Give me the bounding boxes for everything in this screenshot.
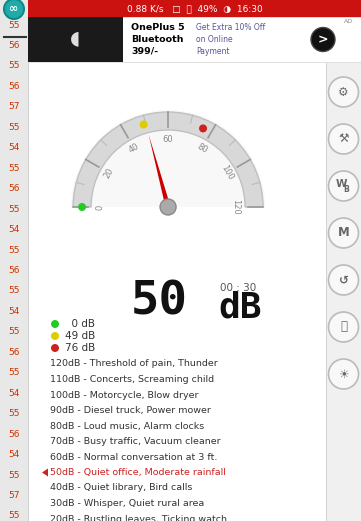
Circle shape (329, 312, 358, 342)
Text: 90dB - Diesel truck, Power mower: 90dB - Diesel truck, Power mower (50, 406, 211, 415)
Text: 80: 80 (195, 142, 209, 155)
Text: 60dB - Normal conversation at 3 ft.: 60dB - Normal conversation at 3 ft. (50, 453, 217, 462)
FancyBboxPatch shape (28, 0, 361, 17)
Text: 40: 40 (127, 142, 141, 155)
Text: 00 : 30: 00 : 30 (220, 283, 256, 293)
Text: 54: 54 (8, 143, 20, 152)
Text: 50: 50 (131, 279, 188, 325)
Text: 55: 55 (8, 470, 20, 480)
Text: 56: 56 (8, 348, 20, 357)
FancyBboxPatch shape (326, 62, 361, 521)
Text: 40dB - Quiet library, Bird calls: 40dB - Quiet library, Bird calls (50, 483, 192, 492)
Text: ⚙: ⚙ (338, 85, 349, 98)
Circle shape (51, 332, 59, 340)
Text: 20: 20 (103, 166, 116, 180)
Text: 55: 55 (8, 20, 20, 30)
Text: ☀: ☀ (338, 367, 349, 380)
Text: 0.88 K/s   □  ⏰  49%  ◑  16:30: 0.88 K/s □ ⏰ 49% ◑ 16:30 (127, 4, 262, 13)
Circle shape (160, 199, 176, 215)
Circle shape (51, 344, 59, 352)
FancyBboxPatch shape (28, 17, 361, 62)
Circle shape (311, 28, 335, 52)
Text: B: B (344, 184, 349, 193)
Text: W: W (336, 179, 347, 189)
Text: ◖: ◖ (70, 28, 81, 47)
FancyBboxPatch shape (28, 17, 123, 62)
Wedge shape (73, 112, 263, 207)
Text: 55: 55 (8, 61, 20, 70)
Circle shape (78, 203, 86, 211)
Text: 76 dB: 76 dB (65, 343, 95, 353)
Text: ⏸: ⏸ (340, 320, 347, 333)
Text: 399/-: 399/- (131, 46, 158, 56)
FancyBboxPatch shape (0, 0, 28, 521)
FancyBboxPatch shape (28, 62, 326, 521)
Text: 55: 55 (8, 327, 20, 337)
Text: 20dB - Rustling leaves, Ticking watch: 20dB - Rustling leaves, Ticking watch (50, 515, 227, 521)
Text: 56: 56 (8, 430, 20, 439)
Text: 55: 55 (8, 123, 20, 132)
Text: 50dB - Quiet office, Moderate rainfall: 50dB - Quiet office, Moderate rainfall (50, 468, 226, 477)
Text: ∞: ∞ (9, 4, 19, 14)
Circle shape (329, 218, 358, 248)
Text: ↺: ↺ (339, 274, 348, 287)
Text: 54: 54 (8, 389, 20, 398)
Text: 54: 54 (8, 225, 20, 234)
Text: 57: 57 (8, 102, 20, 111)
Text: 55: 55 (8, 368, 20, 377)
Text: 56: 56 (8, 82, 20, 91)
Polygon shape (42, 468, 48, 477)
Text: 56: 56 (8, 41, 20, 50)
Text: 120: 120 (231, 199, 240, 215)
Polygon shape (149, 134, 170, 208)
Text: 55: 55 (8, 164, 20, 172)
Text: 55: 55 (8, 205, 20, 214)
Text: 30dB - Whisper, Quiet rural area: 30dB - Whisper, Quiet rural area (50, 499, 204, 508)
Text: 56: 56 (8, 266, 20, 275)
Text: 60: 60 (163, 134, 173, 143)
Text: 120dB - Threshold of pain, Thunder: 120dB - Threshold of pain, Thunder (50, 359, 218, 368)
Circle shape (329, 77, 358, 107)
Circle shape (329, 359, 358, 389)
Text: 57: 57 (8, 491, 20, 500)
Text: 56: 56 (8, 184, 20, 193)
Wedge shape (71, 110, 265, 207)
Text: 110dB - Concerts, Screaming child: 110dB - Concerts, Screaming child (50, 375, 214, 384)
Circle shape (4, 0, 24, 19)
Circle shape (329, 171, 358, 201)
Circle shape (199, 125, 207, 132)
Text: OnePlus 5: OnePlus 5 (131, 22, 184, 31)
Text: 0 dB: 0 dB (65, 319, 95, 329)
Text: Bluetooth: Bluetooth (131, 34, 183, 43)
Text: 54: 54 (8, 450, 20, 459)
Circle shape (329, 265, 358, 295)
Text: 0: 0 (96, 204, 105, 209)
Text: 100: 100 (219, 164, 235, 182)
Text: Get Extra 10% Off: Get Extra 10% Off (196, 22, 265, 31)
Circle shape (140, 120, 148, 129)
Text: 100dB - Motorcycle, Blow dryer: 100dB - Motorcycle, Blow dryer (50, 391, 199, 400)
Text: 55: 55 (8, 287, 20, 295)
Text: on Online: on Online (196, 34, 232, 43)
Text: >: > (318, 33, 328, 46)
Text: 55: 55 (8, 512, 20, 520)
Text: 54: 54 (8, 307, 20, 316)
Text: 49 dB: 49 dB (65, 331, 95, 341)
Text: 80dB - Loud music, Alarm clocks: 80dB - Loud music, Alarm clocks (50, 421, 204, 430)
Circle shape (51, 320, 59, 328)
Text: 55: 55 (8, 245, 20, 255)
Text: ⚒: ⚒ (338, 132, 349, 145)
Circle shape (329, 124, 358, 154)
Text: AD: AD (344, 19, 353, 24)
Text: Payment: Payment (196, 46, 230, 56)
Text: 70dB - Busy traffic, Vacuum cleaner: 70dB - Busy traffic, Vacuum cleaner (50, 437, 221, 446)
Text: 55: 55 (8, 409, 20, 418)
Text: M: M (338, 227, 349, 240)
Text: dB: dB (218, 290, 261, 324)
